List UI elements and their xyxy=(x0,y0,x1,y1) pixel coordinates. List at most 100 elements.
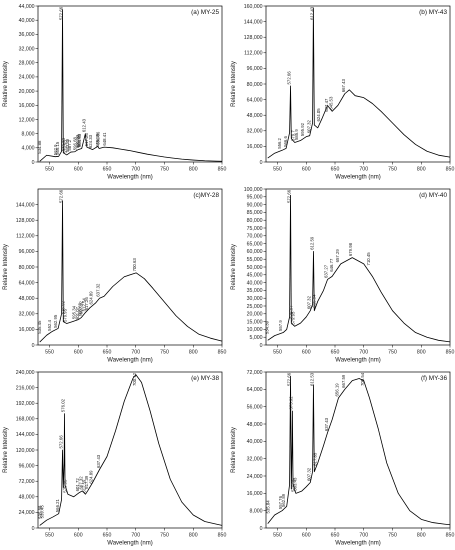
x-tick-label: 700 xyxy=(131,167,140,173)
y-tick-label: 100,000 xyxy=(244,187,263,193)
x-tick-label: 750 xyxy=(388,533,397,539)
y-tick-label: 35,000 xyxy=(247,288,263,294)
x-tick-label: 800 xyxy=(189,167,198,173)
y-tick-label: 16,000 xyxy=(19,327,35,333)
y-tick-label: 10,000 xyxy=(247,327,263,333)
spectrum-line xyxy=(267,7,451,159)
chart-svg: 0 4,000 8,000 12,000 16,000 20,000 24,000 28,00… xyxy=(3,4,226,181)
y-tick-label: 64,000 xyxy=(247,97,263,103)
chart-title: (d) MY-40 xyxy=(419,192,447,199)
y-tick-label: 50,000 xyxy=(247,265,263,271)
x-tick-label: 800 xyxy=(417,350,426,356)
chart-svg: 0 8,000 16,000 24,000 32,000 40,000 48,000 56,0… xyxy=(231,370,455,547)
y-tick-label: 32,000 xyxy=(247,456,263,462)
peak-label: 700.54 xyxy=(360,372,365,386)
y-tick-label: 32,000 xyxy=(19,46,35,52)
spectrum-line xyxy=(267,375,451,526)
x-tick-label: 850 xyxy=(446,533,455,539)
peak-label: 534.39 xyxy=(265,320,270,334)
peak-label: 612.59 xyxy=(81,479,86,493)
x-tick-label: 650 xyxy=(103,533,112,539)
y-axis-title: Relative Intensity xyxy=(231,61,237,107)
y-tick-label: 56,000 xyxy=(247,404,263,410)
peak-label: 617.26 xyxy=(84,133,89,147)
chart-title: (c)MY-28 xyxy=(193,192,219,199)
peak-label: 700.63 xyxy=(132,258,137,272)
y-axis-title: Relative Intensity xyxy=(3,427,9,473)
y-tick-label: 45,000 xyxy=(247,273,263,279)
peak-label: 579.7 xyxy=(291,130,296,141)
peak-label: 612.54 xyxy=(81,298,86,312)
chart-panel-c: 0 16,000 32,000 48,000 64,000 80,000 96,000 112… xyxy=(0,183,227,366)
peak-label: 607.32 xyxy=(78,300,83,314)
chart-svg: 0 16,000 32,000 48,000 64,000 80,000 96,000 112… xyxy=(231,4,455,181)
peak-label: 646.77 xyxy=(329,258,334,272)
y-tick-label: 16,000 xyxy=(247,491,263,497)
y-tick-label: 96,000 xyxy=(19,249,35,255)
peak-label: 601.07 xyxy=(75,306,80,320)
x-axis-title: Wavelength (nm) xyxy=(107,175,152,181)
y-tick-label: 16,000 xyxy=(19,103,35,109)
peak-label: 583.89 xyxy=(65,138,70,152)
peak-label: 585.9 xyxy=(294,129,299,140)
peak-label: 575.92 xyxy=(288,396,293,410)
y-tick-label: 168,000 xyxy=(16,417,35,423)
x-tick-label: 850 xyxy=(446,167,455,173)
x-tick-label: 800 xyxy=(417,533,426,539)
plot-frame xyxy=(37,5,223,163)
chart-svg: 0 16,000 32,000 48,000 64,000 80,000 96,000 112… xyxy=(3,188,226,364)
peak-label: 612.43 xyxy=(309,6,314,20)
y-tick-label: 30,000 xyxy=(247,296,263,302)
x-tick-label: 600 xyxy=(74,533,83,539)
y-tick-label: 0 xyxy=(260,343,263,349)
y-tick-label: 80,000 xyxy=(247,82,263,88)
peak-label: 557.9 xyxy=(278,320,283,331)
y-tick-label: 55,000 xyxy=(247,257,263,263)
peak-label: 624.05 xyxy=(316,108,321,122)
peak-label: 572.66 xyxy=(287,189,292,203)
y-tick-label: 40,000 xyxy=(247,280,263,286)
chart-panel-a: 0 4,000 8,000 12,000 16,000 20,000 24,000 28,00… xyxy=(0,0,227,183)
y-tick-label: 0 xyxy=(32,343,35,349)
peak-label: 605.63 xyxy=(77,302,82,316)
y-tick-label: 4,000 xyxy=(22,146,35,152)
peak-label: 624.33 xyxy=(88,134,93,148)
peak-label: 679.98 xyxy=(348,242,353,256)
peak-label: 539.45 xyxy=(39,505,44,519)
peak-label: 604.63 xyxy=(77,133,82,147)
peak-label: 562.9 xyxy=(53,144,58,155)
y-tick-label: 144,000 xyxy=(16,432,35,438)
x-tick-label: 600 xyxy=(302,533,311,539)
peak-label: 557.76 xyxy=(278,495,283,509)
peak-label: 612.53 xyxy=(309,372,314,386)
spectrum-line xyxy=(267,194,451,343)
y-tick-label: 24,000 xyxy=(19,75,35,81)
peak-label: 710.45 xyxy=(366,252,371,266)
peak-label: 579.95 xyxy=(63,308,68,322)
peak-label: 576.63 xyxy=(61,138,66,152)
y-tick-label: 160,000 xyxy=(244,4,263,10)
peak-label: 579.95 xyxy=(63,479,68,493)
peak-label: 607.32 xyxy=(306,295,311,309)
peak-label: 637.43 xyxy=(96,454,101,468)
y-tick-label: 16,000 xyxy=(247,144,263,150)
peak-label: 583.43 xyxy=(293,477,298,491)
x-tick-label: 800 xyxy=(189,350,198,356)
y-tick-label: 0 xyxy=(32,526,35,532)
y-tick-label: 32,000 xyxy=(247,129,263,135)
y-tick-label: 5,000 xyxy=(250,335,263,341)
peak-label: 624.89 xyxy=(89,470,94,484)
peak-label: 534.88 xyxy=(37,140,42,154)
peak-label: 596.68 xyxy=(72,136,77,150)
x-tick-label: 850 xyxy=(446,350,455,356)
y-tick-label: 20,000 xyxy=(19,89,35,95)
x-tick-label: 750 xyxy=(388,350,397,356)
peak-label: 566.15 xyxy=(55,141,60,155)
peak-label: 615.94 xyxy=(311,294,316,308)
x-tick-label: 700 xyxy=(359,350,368,356)
y-tick-label: 85,000 xyxy=(247,210,263,216)
peak-label: 700.12 xyxy=(132,372,137,386)
y-tick-label: 44,000 xyxy=(19,4,35,10)
y-tick-label: 75,000 xyxy=(247,226,263,232)
